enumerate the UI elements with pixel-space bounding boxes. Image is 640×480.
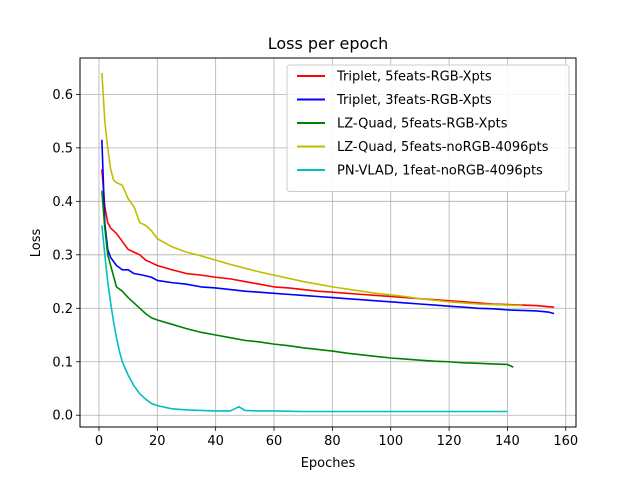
y-tick-label: 0.0 xyxy=(52,409,73,424)
x-tick-label: 60 xyxy=(266,434,283,449)
series-lines xyxy=(101,72,555,413)
x-tick-label: 140 xyxy=(495,434,520,449)
series-line-1 xyxy=(101,169,555,309)
y-tick-label: 0.1 xyxy=(52,355,73,370)
y-tick-label: 0.5 xyxy=(52,141,73,156)
x-axis-label: Epoches xyxy=(301,456,356,471)
legend-label: LZ-Quad, 5feats-noRGB-4096pts xyxy=(337,140,549,155)
x-tick-label: 80 xyxy=(324,434,341,449)
y-tick-label: 0.3 xyxy=(52,248,73,263)
plot-frame xyxy=(79,57,577,428)
legend: Triplet, 5feats-RGB-Xpts Triplet, 3feats-… xyxy=(286,64,570,192)
legend-label: PN-VLAD, 1feat-noRGB-4096pts xyxy=(337,164,543,179)
series-line-2 xyxy=(101,139,555,315)
x-tick-label: 120 xyxy=(437,434,462,449)
y-tick-label: 0.2 xyxy=(52,302,73,317)
legend-label: LZ-Quad, 5feats-RGB-Xpts xyxy=(337,117,508,132)
x-tick-label: 0 xyxy=(95,434,103,449)
x-tick-label: 40 xyxy=(207,434,224,449)
axis-ticks: 0 20 40 60 80 100 120 140 160 0.0 0.1 0.2 0.3 0.4 0.5 0… xyxy=(52,88,578,449)
x-tick-label: 20 xyxy=(149,434,166,449)
x-tick-label: 160 xyxy=(553,434,578,449)
y-tick-label: 0.4 xyxy=(52,195,73,210)
x-tick-label: 100 xyxy=(378,434,403,449)
y-axis-label: Loss xyxy=(29,229,44,258)
series-line-4 xyxy=(101,72,523,307)
legend-box xyxy=(286,64,570,192)
series-line-3 xyxy=(101,190,514,368)
y-tick-label: 0.6 xyxy=(52,88,73,103)
legend-label: Triplet, 3feats-RGB-Xpts xyxy=(336,93,492,108)
series-line-5 xyxy=(101,225,508,413)
legend-label: Triplet, 5feats-RGB-Xpts xyxy=(336,70,492,85)
chart-title: Loss per epoch xyxy=(268,34,389,53)
